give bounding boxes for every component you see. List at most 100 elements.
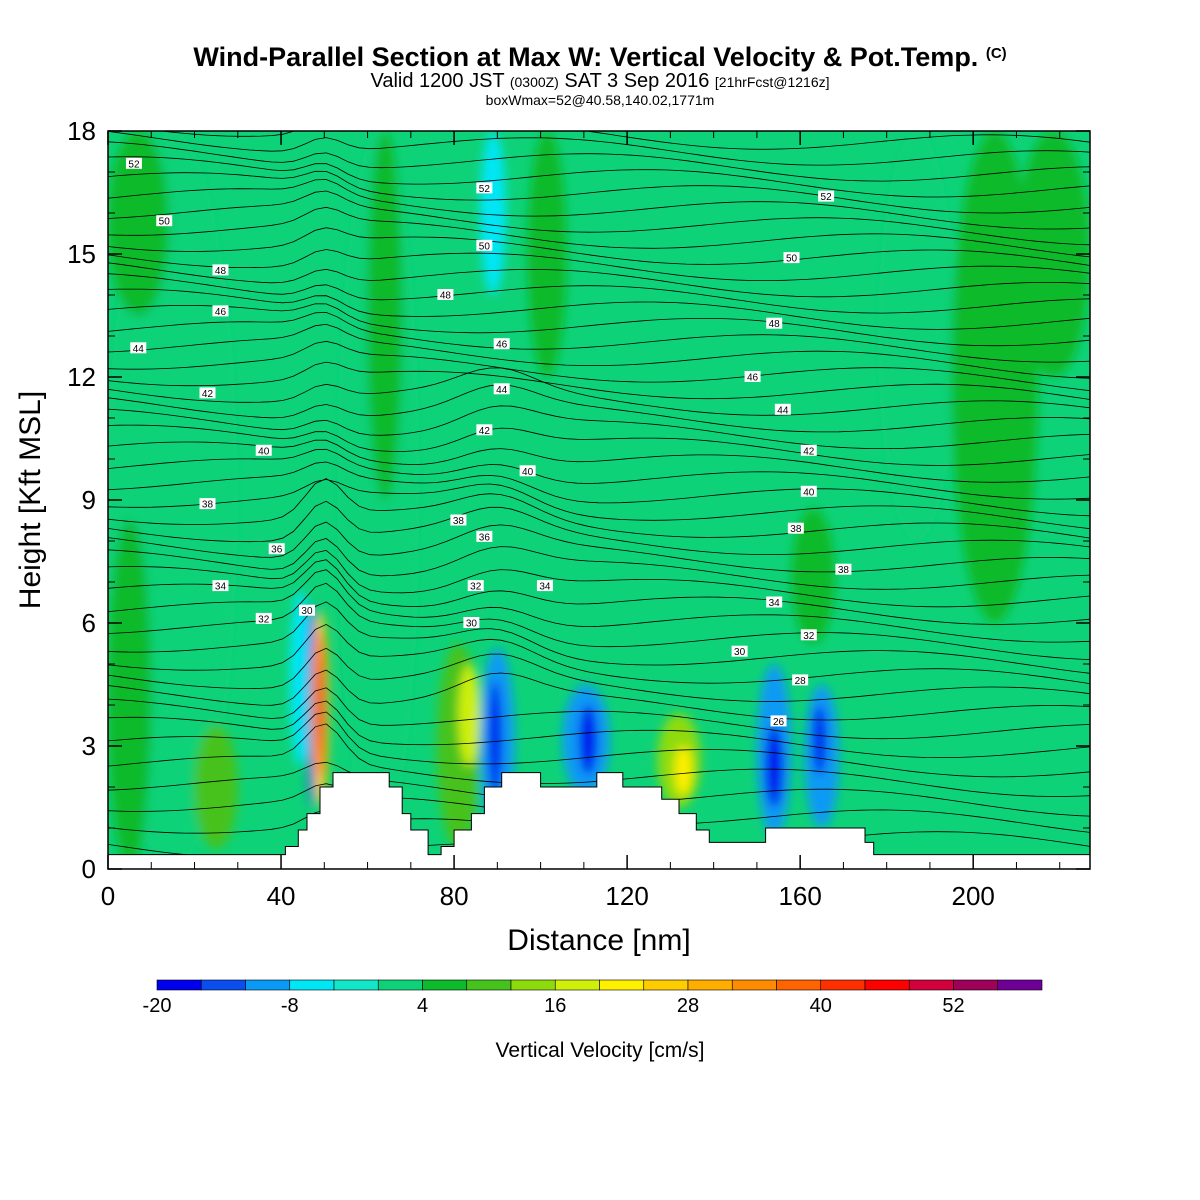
w-cell: [458, 664, 481, 767]
w-cell: [813, 705, 827, 775]
contour-label: 52: [821, 192, 833, 203]
theta-contour-line: [108, 227, 1090, 266]
colorbar-label: -8: [281, 995, 299, 1017]
colorbar-swatch: [864, 979, 910, 991]
contour-label-box: [156, 215, 173, 227]
theta-contour-line: [108, 141, 1090, 182]
contour-label: 30: [734, 647, 746, 658]
contour-label: 34: [769, 598, 781, 609]
contour-label: 40: [803, 487, 815, 498]
contour-label-box: [766, 317, 783, 329]
contour-label-box: [255, 444, 272, 456]
theta-contour-line: [108, 521, 1090, 573]
x-tick-label: 200: [952, 881, 995, 911]
contour-label: 48: [215, 266, 227, 277]
colorbar-swatch: [731, 979, 777, 991]
contour-label-box: [298, 604, 315, 616]
contour-label-box: [792, 674, 809, 686]
contour-label-box: [125, 157, 142, 169]
w-cell: [488, 680, 502, 796]
contour-label-box: [437, 289, 454, 300]
contour-label-box: [774, 403, 791, 415]
theta-contour-line: [108, 288, 1090, 330]
theta-contour-line: [108, 647, 1090, 702]
theta-contour-line: [108, 384, 1090, 433]
theta-contour-line: [108, 249, 1090, 282]
theta-contour-line: [158, 131, 1090, 150]
colorbar-swatch: [599, 979, 645, 991]
contour-label-box: [476, 530, 493, 542]
theta-contour-labels: 52 50 48 46 44 42 40 38 36 34 32 30 52 50 48 46 44 42 40 38…: [125, 157, 852, 728]
valid-time-utc: (0300Z): [509, 74, 559, 90]
copyright-mark: (C): [985, 45, 1007, 62]
forecast-info: [21hrFcst@1216z]: [714, 74, 830, 90]
contour-label: 42: [803, 446, 815, 457]
colorbar-label: 4: [417, 995, 428, 1017]
contour-label: 30: [466, 619, 478, 630]
theta-contour-line: [108, 669, 1090, 721]
contour-label-box: [212, 580, 229, 592]
contour-label-box: [476, 239, 493, 251]
theta-contour-line: [108, 405, 1090, 449]
contour-label: 36: [479, 532, 491, 543]
contour-label: 46: [496, 340, 508, 351]
contour-label-box: [744, 371, 761, 382]
contour-label-box: [268, 543, 285, 555]
contour-label: 40: [522, 467, 534, 478]
contour-label: 44: [133, 344, 145, 355]
colorbar-swatch: [997, 979, 1043, 991]
contour-label-box: [212, 305, 229, 317]
contour-label-box: [787, 522, 804, 534]
theta-contour-line: [108, 340, 1090, 392]
colorbar-label: 28: [677, 995, 699, 1017]
contour-label-box: [766, 596, 783, 608]
contour-label-box: [476, 424, 493, 436]
w-cell: [765, 725, 783, 808]
valid-date: SAT 3 Sep 2016: [564, 70, 710, 92]
y-tick-label: 9: [82, 485, 96, 515]
contour-label: 38: [453, 516, 465, 527]
y-axis-title: Height [Kft MSL]: [14, 391, 47, 609]
colorbar-swatch: [510, 979, 556, 991]
y-tick-label: 12: [67, 362, 96, 392]
theta-contour-line: [108, 367, 1090, 416]
theta-contour-line: [108, 170, 1090, 214]
contour-label-box: [800, 485, 817, 497]
w-cell: [527, 131, 567, 377]
colorbar-swatch: [908, 979, 954, 991]
x-tick-label: 80: [440, 881, 469, 911]
theta-contour-line: [108, 711, 1090, 778]
contour-label: 32: [258, 614, 270, 625]
colorbar-swatch: [466, 979, 512, 991]
colorbar-swatch: [953, 979, 999, 991]
contour-label: 52: [128, 159, 140, 170]
y-tick-label: 15: [67, 239, 96, 269]
chart-title: Wind-Parallel Section at Max W: Vertical…: [0, 42, 1200, 73]
theta-contour-line: [108, 424, 1090, 466]
theta-contour-line: [108, 479, 1090, 530]
w-cell: [674, 746, 693, 796]
colorbar: -20 -8 4 16 28 40 52: [143, 979, 1043, 1017]
colorbar-swatch: [554, 979, 600, 991]
contour-label: 50: [786, 254, 798, 265]
contour-label: 40: [258, 446, 270, 457]
contour-label-box: [493, 383, 510, 395]
contour-label-box: [476, 182, 493, 194]
theta-contour-line: [108, 323, 1090, 379]
plot-area: 52 50 48 46 44 42 40 38 36 34 32 30 52 50 48 46 44 42 40 38…: [108, 131, 1090, 869]
x-tick-label: 160: [778, 881, 821, 911]
contour-label-box: [450, 514, 467, 526]
contour-label-box: [731, 645, 748, 657]
contour-label-box: [818, 190, 835, 202]
contour-label-box: [835, 563, 852, 575]
contour-label-box: [463, 617, 480, 628]
contour-label-box: [130, 342, 147, 354]
contour-label: 50: [479, 241, 491, 252]
colorbar-swatch: [156, 979, 202, 991]
theta-contour-line: [108, 559, 1090, 625]
x-axis-title: Distance [nm]: [507, 924, 690, 957]
theta-contour-line: [108, 303, 1090, 347]
contour-label: 32: [470, 582, 482, 593]
terrain: [108, 772, 1090, 869]
